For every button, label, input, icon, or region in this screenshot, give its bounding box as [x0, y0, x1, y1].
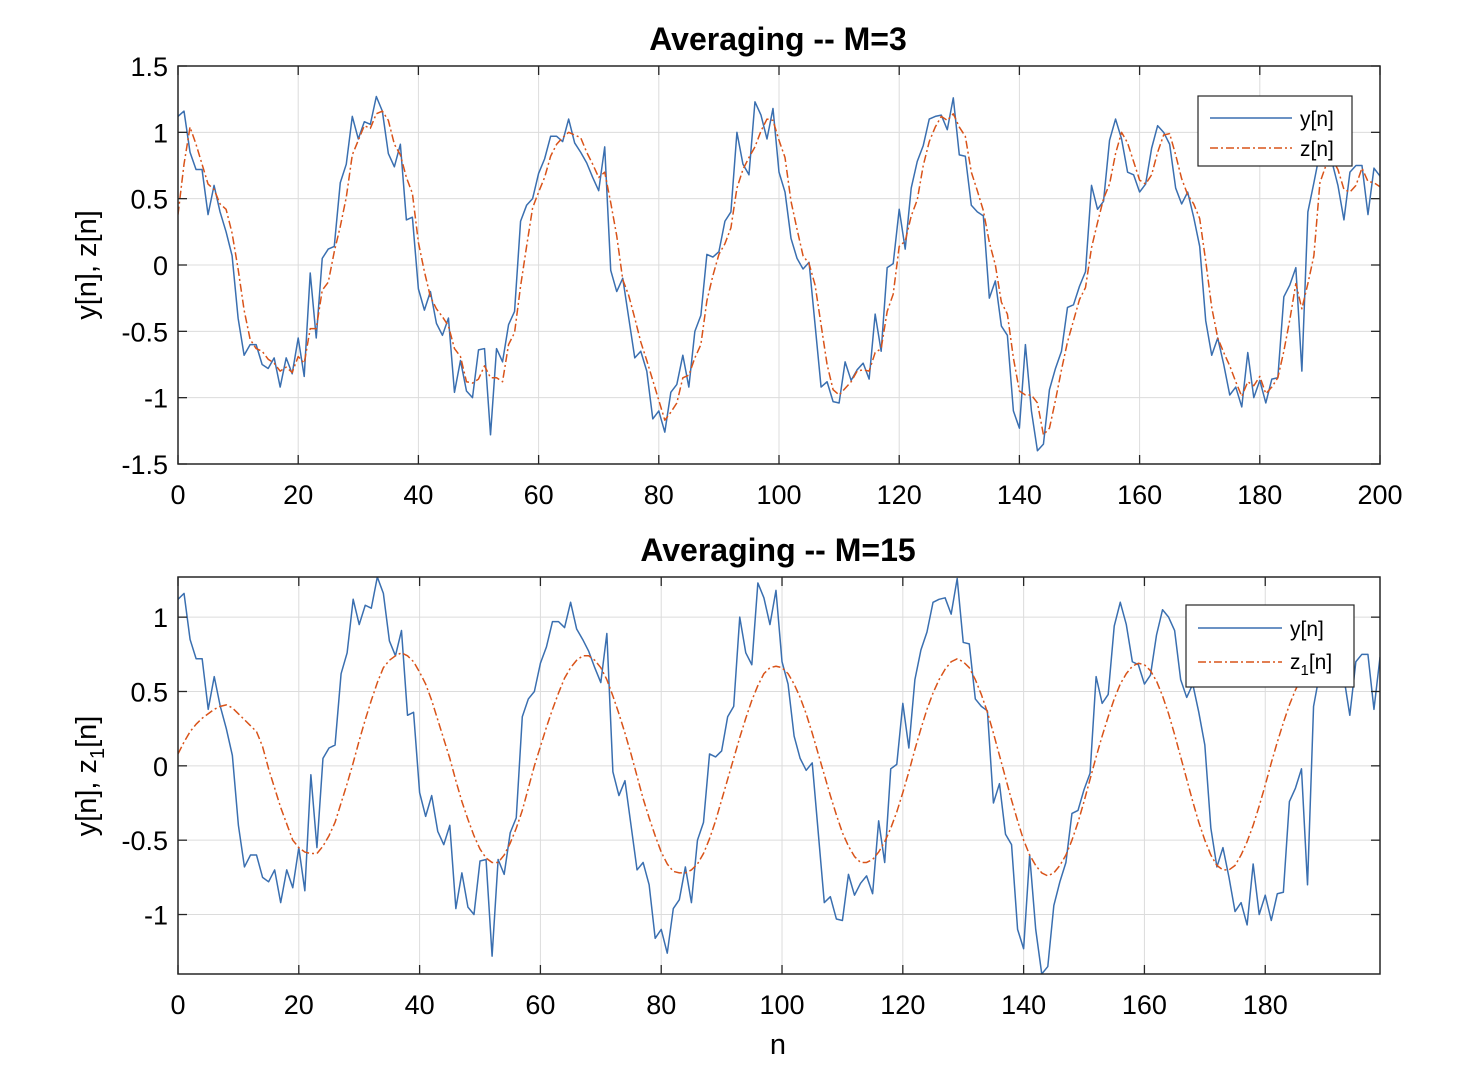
y-tick-label: 1: [153, 603, 168, 633]
x-tick-label: 0: [170, 990, 185, 1020]
chart-top-plot: [178, 95, 1380, 452]
chart-bottom-ylabel-sub: 1: [87, 748, 109, 759]
chart-bottom-legend-label-y: y[n]: [1290, 618, 1324, 641]
chart-bottom-ticks: 0 20 40 60 80 100 120 140 160 180 -1 -0.5 0 0.5 1: [121, 577, 1380, 1020]
chart-bottom-ylabel: y[n], z1[n]: [71, 716, 109, 837]
chart-top-legend-label-z: z[n]: [1300, 138, 1334, 161]
chart-top-legend-label-y: y[n]: [1300, 108, 1334, 131]
x-tick-label: 140: [997, 480, 1042, 510]
chart-bottom-axes-box: [177, 576, 1381, 975]
y-tick-label: 1.5: [130, 52, 168, 82]
y-tick-label: -1: [144, 901, 168, 931]
y-tick-label: 0.5: [130, 185, 168, 215]
chart-top-ticks: 0 20 40 60 80 100 120 140 160 180 200 -1.5 -1 -0.5 0 0.…: [121, 52, 1402, 510]
chart-bottom-xlabel: n: [770, 1029, 786, 1061]
x-tick-label: 60: [525, 990, 555, 1020]
chart-bottom-legend-box: [1185, 604, 1355, 688]
x-tick-label: 20: [284, 990, 314, 1020]
x-tick-label: 40: [405, 990, 435, 1020]
x-tick-label: 40: [403, 480, 433, 510]
x-tick-label: 100: [756, 480, 801, 510]
x-tick-label: 80: [644, 480, 674, 510]
x-tick-label: 120: [880, 990, 925, 1020]
y-tick-label: 1: [153, 118, 168, 148]
x-tick-label: 180: [1243, 990, 1288, 1020]
x-tick-label: 60: [524, 480, 554, 510]
chart-bottom-ylabel-main: y[n], z: [71, 759, 103, 836]
x-tick-label: 200: [1357, 480, 1402, 510]
x-tick-label: 0: [170, 480, 185, 510]
y-tick-label: 0: [153, 251, 168, 281]
y-tick-label: -0.5: [121, 317, 168, 347]
chart-bottom-legend: y[n] z1[n]: [1185, 604, 1355, 688]
chart-bottom-plot-area: [178, 577, 1380, 974]
x-tick-label: 160: [1122, 990, 1167, 1020]
y-tick-label: -1.5: [121, 450, 168, 480]
x-tick-label: 140: [1001, 990, 1046, 1020]
y-tick-label: 0.5: [130, 677, 168, 707]
x-tick-label: 80: [646, 990, 676, 1020]
x-tick-label: 160: [1117, 480, 1162, 510]
chart-top: Averaging -- M=3 0 20 40 60 80 100 120 140 160 18…: [71, 21, 1403, 510]
chart-bottom-legend-label-z-main: z: [1290, 651, 1301, 674]
chart-bottom-ylabel-tail: [n]: [71, 716, 103, 748]
x-tick-label: 180: [1237, 480, 1282, 510]
x-tick-label: 20: [283, 480, 313, 510]
y-tick-label: -1: [144, 384, 168, 414]
chart-bottom-legend-label-z-sub: 1: [1301, 662, 1309, 679]
chart-bottom-title: Averaging -- M=15: [640, 532, 915, 568]
series-line-y: [178, 577, 1380, 974]
chart-bottom-legend-label-z: z1[n]: [1290, 651, 1332, 679]
y-tick-label: -0.5: [121, 826, 168, 856]
series-line-y: [178, 95, 1380, 452]
series-line-z: [178, 652, 1339, 877]
chart-bottom-plot: [178, 577, 1380, 974]
chart-top-ylabel: y[n], z[n]: [71, 210, 103, 320]
chart-bottom-legend-label-z-tail: [n]: [1309, 651, 1332, 674]
chart-top-title: Averaging -- M=3: [649, 21, 907, 57]
x-tick-label: 120: [877, 480, 922, 510]
chart-bottom: Averaging -- M=15 0 20 40 60 80 100 120 140 160 1…: [71, 532, 1381, 1061]
series-line-z: [178, 110, 1380, 436]
x-tick-label: 100: [759, 990, 804, 1020]
chart-top-legend: y[n] z[n]: [1197, 95, 1353, 167]
y-tick-label: 0: [153, 752, 168, 782]
chart-top-legend-box: [1197, 95, 1353, 167]
